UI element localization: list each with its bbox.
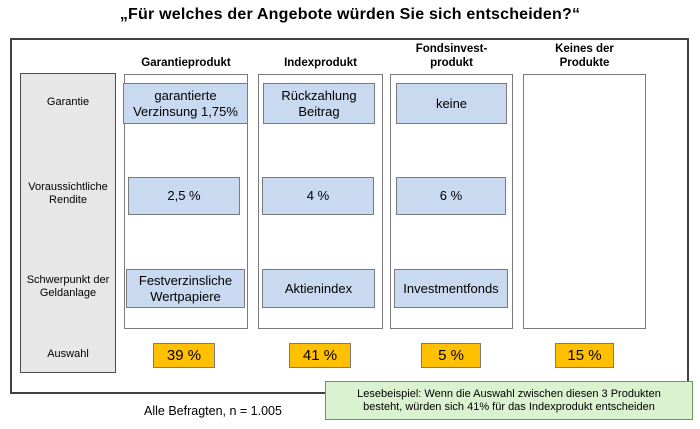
cell-indexprodukt-garantie: Rückzahlung Beitrag bbox=[263, 83, 375, 124]
cell-indexprodukt-rendite: 4 % bbox=[262, 177, 374, 215]
cell-garantieprodukt-garantie: garantierte Verzinsung 1,75% bbox=[123, 83, 248, 124]
row-label-auswahl: Auswahl bbox=[47, 348, 89, 360]
row-label-garantie: Garantie bbox=[46, 96, 90, 108]
selection-badge-fondsinvestprodukt: 5 % bbox=[421, 343, 481, 368]
cell-fondsinvestprodukt-schwerpunkt: Investmentfonds bbox=[394, 269, 508, 308]
column-header-fondsinvestprodukt: Fondsinvest- produkt bbox=[415, 43, 488, 69]
row-label-voraussichtliche-rendite: Voraussichtliche Rendite bbox=[28, 181, 108, 206]
sample-note: Alle Befragten, n = 1.005 bbox=[144, 404, 282, 418]
selection-badge-indexprodukt: 41 % bbox=[289, 343, 351, 368]
column-header-keines-der-produkte: Keines der Produkte bbox=[555, 43, 614, 69]
cell-garantieprodukt-rendite: 2,5 % bbox=[128, 177, 240, 215]
row-labels-panel: Garantie Voraussichtliche Rendite Schwer… bbox=[20, 73, 116, 373]
row-label-schwerpunkt-der-geldanlage: Schwerpunkt der Geldanlage bbox=[26, 274, 110, 299]
reading-example-note: Lesebeispiel: Wenn die Auswahl zwischen … bbox=[325, 381, 693, 420]
product-column-keines-der-produkte bbox=[523, 74, 646, 329]
slide-title: „Für welches der Angebote würden Sie sic… bbox=[119, 6, 581, 23]
selection-badge-keines-der-produkte: 15 % bbox=[555, 343, 614, 368]
cell-indexprodukt-schwerpunkt: Aktienindex bbox=[262, 269, 375, 308]
selection-badge-garantieprodukt: 39 % bbox=[153, 343, 215, 368]
cell-garantieprodukt-schwerpunkt: Festverzinsliche Wertpapiere bbox=[126, 269, 245, 308]
cell-fondsinvestprodukt-rendite: 6 % bbox=[396, 177, 506, 215]
cell-fondsinvestprodukt-garantie: keine bbox=[396, 83, 507, 124]
column-header-garantieprodukt: Garantieprodukt bbox=[141, 56, 231, 69]
column-header-indexprodukt: Indexprodukt bbox=[284, 56, 357, 69]
